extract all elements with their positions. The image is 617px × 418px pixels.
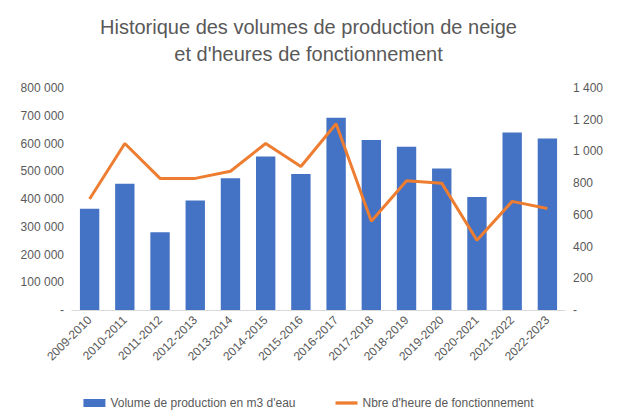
svg-text:1 400: 1 400 xyxy=(573,81,603,95)
svg-text:700 000: 700 000 xyxy=(21,109,65,123)
svg-text:400: 400 xyxy=(573,240,593,254)
svg-text:-: - xyxy=(573,303,577,317)
svg-text:et d'heures de fonctionnement: et d'heures de fonctionnement xyxy=(174,43,443,65)
svg-text:2013-2014: 2013-2014 xyxy=(185,313,236,364)
svg-text:800: 800 xyxy=(573,176,593,190)
svg-text:2018-2019: 2018-2019 xyxy=(361,313,412,364)
svg-text:200 000: 200 000 xyxy=(21,248,65,262)
svg-text:1 000: 1 000 xyxy=(573,144,603,158)
svg-text:2022-2023: 2022-2023 xyxy=(502,313,553,364)
svg-text:Nbre d'heure de fonctionnement: Nbre d'heure de fonctionnement xyxy=(363,396,535,410)
svg-text:500 000: 500 000 xyxy=(21,164,65,178)
svg-text:2009-2010: 2009-2010 xyxy=(44,313,95,364)
svg-text:600: 600 xyxy=(573,208,593,222)
svg-text:800 000: 800 000 xyxy=(21,81,65,95)
svg-text:2016-2017: 2016-2017 xyxy=(290,313,342,364)
svg-text:Volume de production en m3 d'e: Volume de production en m3 d'eau xyxy=(110,396,295,410)
svg-text:2014-2015: 2014-2015 xyxy=(220,313,271,364)
svg-text:2010-2011: 2010-2011 xyxy=(80,313,130,363)
svg-text:2019-2020: 2019-2020 xyxy=(396,313,447,364)
svg-text:Historique des volumes de prod: Historique des volumes de production de … xyxy=(100,16,517,38)
svg-text:1 200: 1 200 xyxy=(573,113,603,127)
svg-text:2012-2013: 2012-2013 xyxy=(149,313,201,364)
svg-text:-: - xyxy=(60,303,64,317)
svg-text:2020-2021: 2020-2021 xyxy=(431,313,482,364)
svg-text:2021-2022: 2021-2022 xyxy=(466,313,518,364)
svg-text:2015-2016: 2015-2016 xyxy=(255,313,306,364)
svg-text:300 000: 300 000 xyxy=(21,220,65,234)
svg-text:600 000: 600 000 xyxy=(21,137,65,151)
svg-text:400 000: 400 000 xyxy=(21,192,65,206)
svg-text:2017-2018: 2017-2018 xyxy=(325,313,377,364)
svg-text:200: 200 xyxy=(573,271,593,285)
svg-text:100 000: 100 000 xyxy=(21,275,65,289)
svg-text:2011-2012: 2011-2012 xyxy=(115,313,165,363)
